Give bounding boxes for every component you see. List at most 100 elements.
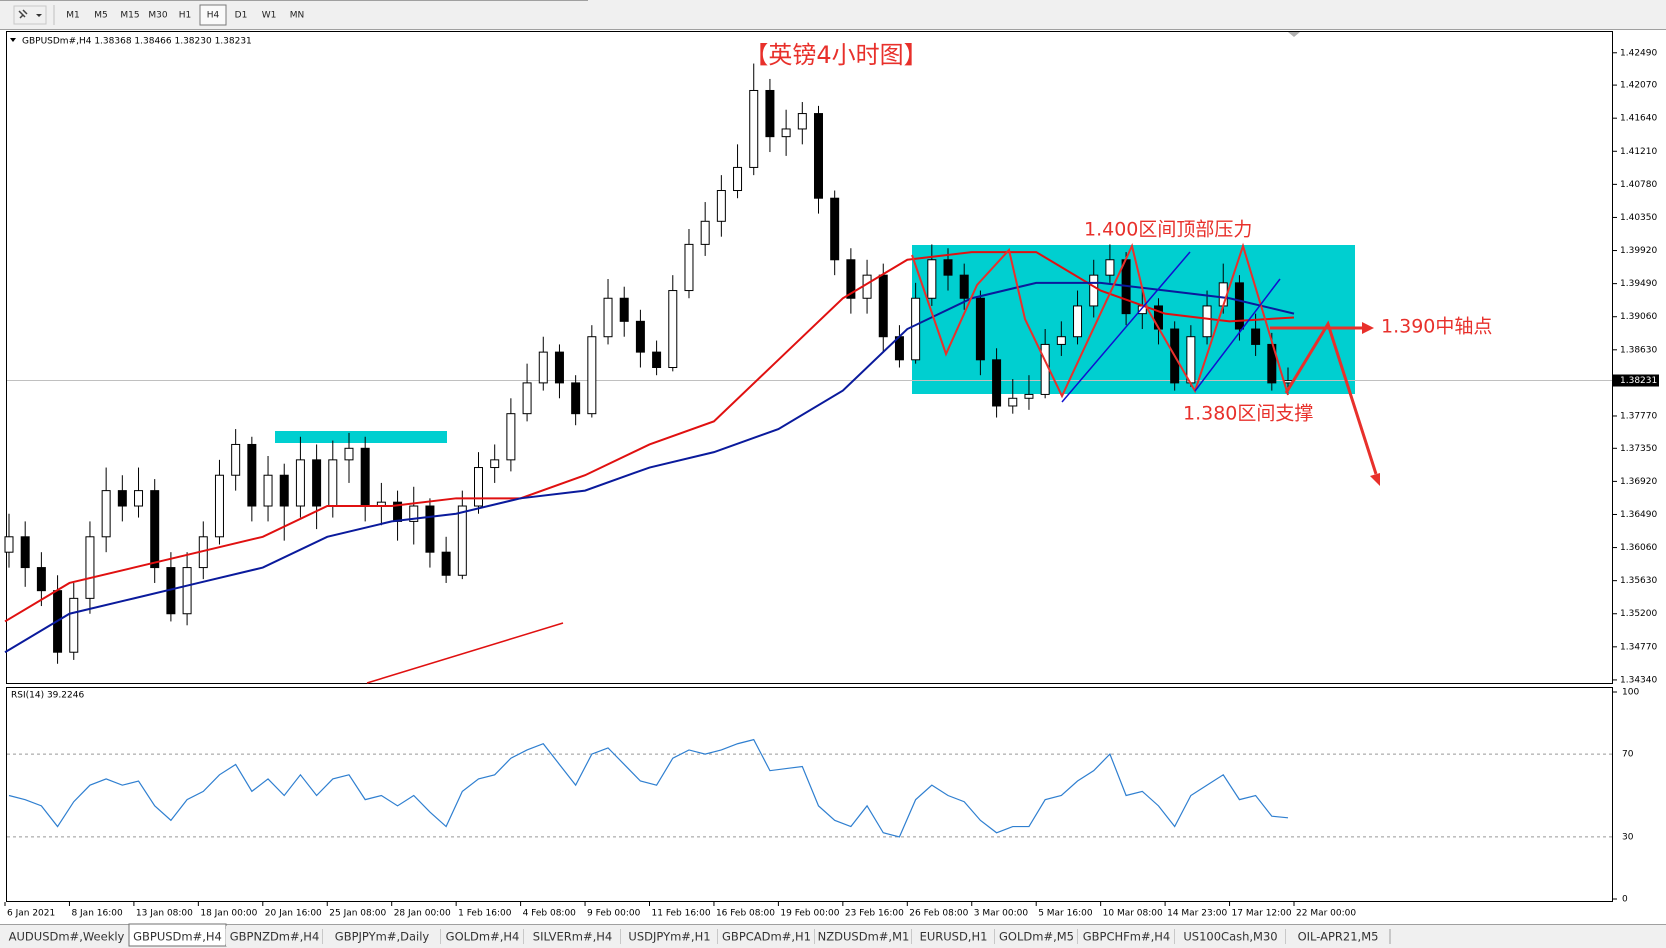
- tab-bg[interactable]: [524, 926, 621, 946]
- tab[interactable]: US100Cash,M30: [1175, 926, 1287, 946]
- tab[interactable]: GBPUSDm#,H4: [128, 923, 227, 947]
- timeframe-label[interactable]: MN: [290, 11, 305, 21]
- tool-icon[interactable]: [13, 5, 47, 25]
- rsi-tick-label: 0: [1622, 895, 1628, 905]
- tab-label[interactable]: GOLDm#,H4: [446, 930, 520, 944]
- y-tick-label: 1.42070: [1620, 81, 1657, 91]
- candle-body: [684, 243, 694, 292]
- candle-body: [749, 89, 759, 168]
- timeframe-active[interactable]: [199, 4, 227, 26]
- tab-label[interactable]: NZDUSDm#,M1: [818, 930, 910, 944]
- timeframe-label[interactable]: M5: [94, 11, 108, 21]
- tab-label[interactable]: GBPCHFm#,H4: [1083, 930, 1171, 944]
- candle-body: [69, 597, 79, 653]
- candle-body: [20, 536, 30, 569]
- tab-bg[interactable]: [323, 926, 441, 946]
- timeframe-button[interactable]: H4: [199, 4, 227, 26]
- tab[interactable]: OIL-APR21,M5: [1286, 926, 1391, 946]
- rsi-panel-frame: [6, 687, 1613, 902]
- tab-label[interactable]: GBPNZDm#,H4: [230, 930, 320, 944]
- tab[interactable]: GOLDm#,M5: [995, 926, 1079, 946]
- tab-bg[interactable]: [1286, 926, 1390, 946]
- timeframe-button[interactable]: W1: [262, 11, 277, 21]
- x-tick-label: 13 Jan 08:00: [136, 909, 193, 919]
- candle-body: [474, 467, 484, 507]
- timeframe-label[interactable]: H4: [207, 11, 220, 21]
- tab-label[interactable]: USDJPYm#,H1: [628, 930, 710, 944]
- candle-body: [134, 490, 144, 507]
- timeframe-label[interactable]: M1: [66, 11, 80, 21]
- plot-layer: 1.42490 1.42070 1.41640 1.41210 1.40780 1.403…: [4, 48, 1659, 919]
- tab-label[interactable]: EURUSD,H1: [920, 930, 988, 944]
- shift-marker: [1288, 32, 1300, 37]
- y-tick-label: 1.35200: [1620, 609, 1657, 619]
- candle-body: [830, 197, 840, 261]
- y-tick-label: 1.35630: [1620, 576, 1657, 586]
- candle-body: [182, 567, 192, 615]
- header-arrow: [10, 38, 16, 42]
- tab-label[interactable]: GBPJPYm#,Daily: [335, 930, 430, 944]
- trend-line: [366, 622, 564, 684]
- candle-body: [1105, 259, 1115, 276]
- arrow-head: [1362, 322, 1374, 334]
- tab-label[interactable]: GOLDm#,M5: [999, 930, 1074, 944]
- tab[interactable]: GBPCADm#,H1: [718, 926, 816, 946]
- tab[interactable]: AUDUSDm#,Weekly: [4, 926, 130, 946]
- timeframe-group: M1 M5 M15 M30 H1 H4 D1 W1 MN: [66, 4, 305, 26]
- tab-bg[interactable]: [815, 926, 912, 946]
- timeframe-button[interactable]: H1: [179, 11, 192, 21]
- candle-body: [247, 443, 257, 507]
- timeframe-button[interactable]: M15: [120, 11, 139, 21]
- timeframe-button[interactable]: D1: [235, 11, 248, 21]
- candle-body: [959, 274, 969, 299]
- timeframe-button[interactable]: M5: [94, 11, 108, 21]
- tab-bg[interactable]: [226, 926, 323, 946]
- timeframe-button[interactable]: M30: [148, 11, 167, 21]
- tool-button[interactable]: [13, 5, 47, 25]
- tab-label[interactable]: SILVERm#,H4: [533, 930, 612, 944]
- tab[interactable]: NZDUSDm#,M1: [815, 926, 913, 946]
- tab-label[interactable]: OIL-APR21,M5: [1298, 930, 1379, 944]
- candle-body: [85, 536, 95, 599]
- timeframe-label[interactable]: H1: [179, 11, 192, 21]
- timeframe-button[interactable]: M1: [66, 11, 80, 21]
- tab-group: AUDUSDm#,Weekly GBPUSDm#,H4 GBPNZDm#,H4 GBP…: [4, 923, 1391, 947]
- candle-body: [571, 382, 581, 415]
- tab[interactable]: USDJPYm#,H1: [621, 926, 719, 946]
- tab-bg[interactable]: [718, 926, 815, 946]
- timeframe-label[interactable]: M30: [148, 11, 167, 21]
- tab-bg[interactable]: [1175, 926, 1286, 946]
- channel-line: [1061, 251, 1191, 403]
- annotation: 1.390中轴点: [1381, 316, 1492, 338]
- x-tick-label: 16 Feb 08:00: [716, 909, 775, 919]
- dropdown-arrow: [36, 14, 42, 17]
- tab-bg[interactable]: [441, 926, 524, 946]
- candle-body: [490, 459, 500, 469]
- timeframe-label[interactable]: D1: [235, 11, 248, 21]
- candle-body: [781, 128, 791, 138]
- timeframe-button[interactable]: MN: [290, 11, 305, 21]
- tab-label[interactable]: US100Cash,M30: [1183, 930, 1277, 944]
- timeframe-label[interactable]: W1: [262, 11, 277, 21]
- tab-label[interactable]: AUDUSDm#,Weekly: [9, 930, 125, 944]
- tab-bg[interactable]: [1078, 926, 1175, 946]
- candle-body: [279, 474, 289, 507]
- tab[interactable]: GBPNZDm#,H4: [226, 926, 324, 946]
- tab-label[interactable]: GBPCADm#,H1: [722, 930, 811, 944]
- tab-label[interactable]: GBPUSDm#,H4: [133, 930, 222, 944]
- tab[interactable]: GBPCHFm#,H4: [1078, 926, 1176, 946]
- candle-body: [117, 490, 127, 507]
- tab[interactable]: SILVERm#,H4: [524, 926, 622, 946]
- rsi-label: RSI(14) 39.2246: [11, 691, 84, 701]
- tab[interactable]: EURUSD,H1: [912, 926, 996, 946]
- tab-bg[interactable]: [621, 926, 718, 946]
- tab-bg[interactable]: [912, 926, 995, 946]
- tab[interactable]: GBPJPYm#,Daily: [323, 926, 442, 946]
- arrow-forecast: [1284, 320, 1378, 475]
- x-tick-label: 11 Feb 16:00: [652, 909, 711, 919]
- candle-body: [441, 551, 451, 576]
- tab-bg[interactable]: [995, 926, 1078, 946]
- timeframe-label[interactable]: M15: [120, 11, 139, 21]
- tab[interactable]: GOLDm#,H4: [441, 926, 525, 946]
- tab-bg[interactable]: [4, 926, 129, 946]
